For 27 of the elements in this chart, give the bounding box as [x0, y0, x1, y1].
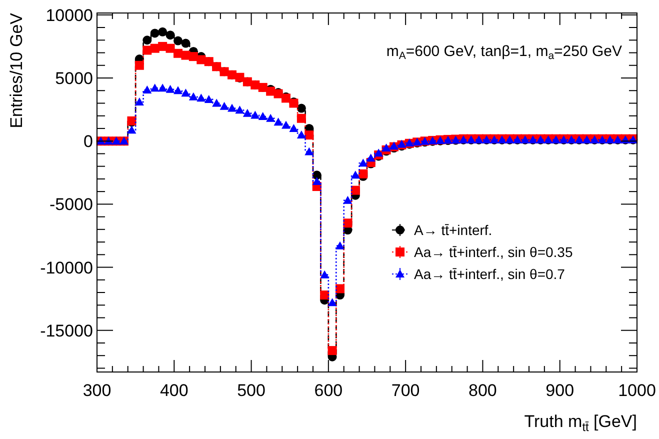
y-axis-title: Entries/10 GeV [7, 12, 26, 128]
x-axis-title: Truth m$_{tt̄}$ [GeV] [524, 412, 637, 434]
x-tick-label: 500 [237, 381, 266, 400]
point [181, 38, 190, 48]
point [150, 28, 160, 38]
x-tick-label: 700 [391, 381, 420, 400]
point [166, 30, 175, 40]
y-tick-label: 5000 [55, 68, 93, 88]
x-tick-label: 400 [160, 381, 188, 400]
annotation: m$_{A}$=600 GeV, tanβ=1, m$_{a}$=250 GeV [386, 43, 622, 62]
legend-label: A→ tt̄+interf. [414, 222, 492, 238]
point [296, 104, 306, 113]
legend-label: Aa→ tt̄+interf., sin θ=0.35 [414, 244, 573, 260]
x-tick-label: 600 [314, 381, 343, 400]
point [142, 36, 152, 45]
y-tick-label: 0 [84, 132, 93, 152]
legend-label: Aa→ tt̄+interf., sin θ=0.7 [414, 266, 566, 282]
point [174, 36, 182, 46]
y-tick-label: -15000 [40, 321, 93, 340]
x-tick-label: 1000 [618, 381, 656, 400]
y-tick-label: -5000 [50, 195, 93, 214]
x-tick-label: 900 [546, 381, 574, 400]
y-tick-label: -10000 [40, 258, 93, 278]
point [158, 27, 168, 36]
y-tick-label: 10000 [46, 6, 93, 25]
x-tick-label: 800 [468, 381, 497, 400]
x-tick-label: 300 [82, 381, 112, 400]
